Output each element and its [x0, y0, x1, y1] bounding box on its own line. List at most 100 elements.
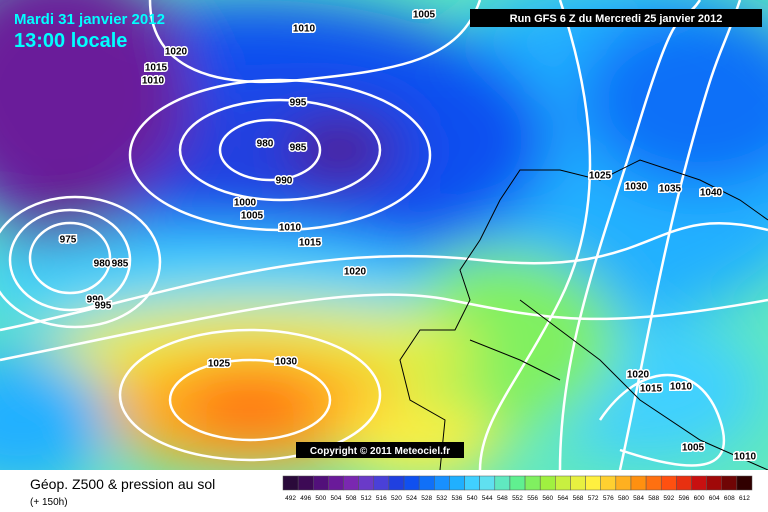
scale-label: 540 — [467, 495, 478, 502]
isobar-label: 1040 — [700, 188, 723, 199]
isobar-label: 1030 — [275, 357, 298, 368]
scale-label: 592 — [663, 495, 674, 502]
isobar-label: 1005 — [413, 10, 436, 21]
scale-label: 504 — [331, 495, 342, 502]
scale-label: 544 — [482, 495, 493, 502]
scale-swatch — [343, 475, 359, 491]
map-time: 13:00 locale — [14, 30, 127, 52]
isobar-label: 990 — [87, 295, 104, 306]
scale-swatch — [418, 475, 435, 491]
scale-swatch — [388, 475, 405, 491]
scale-swatch — [660, 475, 677, 491]
isobar-label: 1025 — [208, 359, 231, 370]
isobar-label: 1005 — [682, 443, 705, 454]
scale-label: 596 — [678, 495, 689, 502]
scale-label: 580 — [618, 495, 629, 502]
scale-label: 564 — [557, 495, 568, 502]
scale-label: 508 — [346, 495, 357, 502]
scale-swatch — [555, 475, 571, 491]
isobar-label: 975 — [60, 235, 77, 246]
scale-label: 608 — [724, 495, 735, 502]
scale-swatch — [570, 475, 586, 491]
isobar-label: 1030 — [625, 182, 648, 193]
scale-swatch — [479, 475, 496, 491]
isobar-label: 1035 — [659, 184, 682, 195]
scale-swatch — [706, 475, 722, 491]
scale-swatch — [373, 475, 390, 491]
scale-label: 612 — [739, 495, 750, 502]
scale-swatch — [736, 475, 753, 491]
coastlines — [399, 159, 768, 470]
isobar-label: 1015 — [640, 384, 663, 395]
scale-label: 600 — [694, 495, 705, 502]
isobar-label: 1015 — [299, 238, 322, 249]
isobar-label: 980 — [94, 259, 111, 270]
scale-label: 496 — [300, 495, 311, 502]
isobar-label: 995 — [290, 98, 307, 109]
scale-swatch — [615, 475, 632, 491]
scale-label: 520 — [391, 495, 402, 502]
isobar-label: 1025 — [589, 171, 612, 182]
run-info: Run GFS 6 Z du Mercredi 25 janvier 2012 — [510, 13, 723, 25]
copyright-box — [296, 442, 464, 458]
scale-label: 536 — [452, 495, 463, 502]
scale-swatch — [358, 475, 375, 491]
scale-label: 560 — [542, 495, 553, 502]
isobar-label: 1020 — [344, 267, 367, 278]
scale-swatch — [434, 475, 450, 491]
scale-swatch — [509, 475, 526, 491]
scale-label: 524 — [406, 495, 417, 502]
scale-swatch — [691, 475, 707, 491]
isobar-label: 1015 — [145, 63, 168, 74]
scale-swatch — [524, 475, 541, 491]
scale-label: 492 — [285, 495, 296, 502]
map-field — [0, 0, 768, 470]
scale-label: 516 — [376, 495, 387, 502]
isobar-label: 1010 — [279, 223, 302, 234]
scale-label: 584 — [633, 495, 644, 502]
copyright: Copyright © 2011 Meteociel.fr — [310, 446, 450, 457]
scale-swatch — [585, 475, 601, 491]
scale-swatch — [297, 475, 314, 491]
scale-swatch — [630, 475, 647, 491]
isobar-label: 1010 — [734, 452, 757, 463]
isobar-label: 1005 — [241, 211, 264, 222]
scale-label: 548 — [497, 495, 508, 502]
scale-label: 528 — [421, 495, 432, 502]
legend-lead: (+ 150h) — [30, 497, 68, 508]
scale-label: 576 — [603, 495, 614, 502]
isobar-label: 990 — [276, 176, 293, 187]
scale-label: 500 — [315, 495, 326, 502]
legend-title: Géop. Z500 & pression au sol — [30, 476, 215, 492]
scale-swatch — [282, 475, 299, 491]
scale-swatch — [721, 475, 738, 491]
scale-label: 556 — [527, 495, 538, 502]
map-date: Mardi 31 janvier 2012 — [14, 11, 165, 28]
scale-label: 532 — [436, 495, 447, 502]
isobar-label: 1010 — [293, 24, 316, 35]
scale-swatch — [313, 475, 329, 491]
isobar-label: 1020 — [627, 370, 650, 381]
color-scale: 492 496 500 504 508 512 516 520 524 528 532 536 540 5… — [282, 475, 753, 502]
scale-label: 568 — [573, 495, 584, 502]
scale-swatch — [539, 475, 556, 491]
isobar-label: 985 — [290, 143, 307, 154]
scale-swatch — [449, 475, 465, 491]
scale-swatch — [676, 475, 692, 491]
scale-swatch — [645, 475, 662, 491]
scale-label: 512 — [361, 495, 372, 502]
isobar-label: 985 — [112, 259, 129, 270]
isobar-label: 995 — [95, 301, 112, 312]
isobar-label: 1010 — [670, 382, 693, 393]
scale-label: 552 — [512, 495, 523, 502]
scale-label: 572 — [588, 495, 599, 502]
isobar-label: 1010 — [142, 76, 165, 87]
scale-label: 588 — [648, 495, 659, 502]
scale-swatch — [494, 475, 511, 491]
scale-label: 604 — [709, 495, 720, 502]
scale-swatch — [328, 475, 344, 491]
run-box — [470, 9, 762, 27]
scale-swatch — [600, 475, 617, 491]
